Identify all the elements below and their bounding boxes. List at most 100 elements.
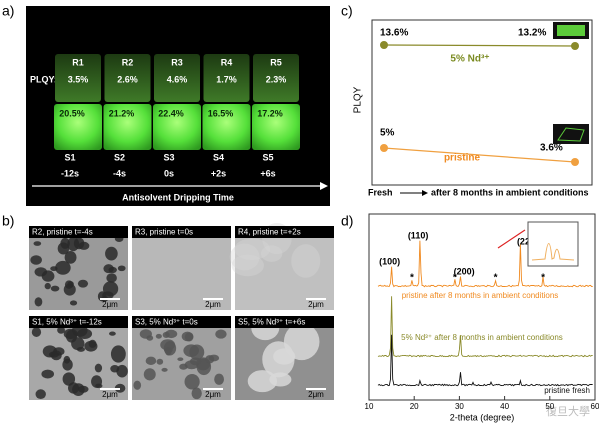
- sem-grain: [102, 291, 114, 300]
- row-id: R1: [72, 57, 84, 67]
- inset-photo-film: [557, 25, 585, 36]
- sem-grain: [215, 329, 227, 339]
- sem-grain: [231, 254, 264, 277]
- sem-grain: [103, 264, 114, 274]
- sem-image: [235, 226, 334, 310]
- sem-caption: R4, pristine t=+2s: [238, 228, 301, 237]
- x-tick-label: 40: [500, 402, 509, 411]
- caption-bar: [235, 316, 334, 328]
- sample-plqy: 21.2%: [109, 108, 135, 118]
- trace-label: pristine after 8 months in ambient condi…: [402, 291, 559, 300]
- time-label: +6s: [260, 168, 275, 178]
- scale-label: 2μm: [102, 300, 118, 309]
- sem-caption: R3, pristine t=0s: [135, 228, 193, 237]
- sem-grain: [53, 347, 65, 356]
- bright-tile: [153, 104, 201, 150]
- sem-grain: [155, 333, 162, 339]
- dim-tile: [104, 54, 151, 102]
- sem-grain: [205, 355, 215, 364]
- x-tick-label: 50: [545, 402, 554, 411]
- caption-bar: [132, 316, 231, 328]
- sample-id: S4: [213, 152, 224, 162]
- xrd-trace: [377, 296, 593, 358]
- sem-grain: [177, 357, 184, 361]
- dim-tile: [154, 54, 200, 102]
- sem-grain: [110, 345, 126, 363]
- time-label: -12s: [61, 168, 79, 178]
- sem-grain: [63, 328, 78, 339]
- sem-grain: [179, 363, 188, 370]
- sem-grain: [34, 297, 43, 307]
- peak-label: (100): [379, 256, 400, 266]
- x-end: after 8 months in ambient conditions: [431, 187, 589, 197]
- x-tick-label: 20: [410, 402, 419, 411]
- sem-grain: [77, 279, 89, 288]
- time-label: +2s: [211, 168, 226, 178]
- arrow-head: [422, 190, 428, 196]
- panel-label: d): [341, 213, 353, 229]
- sem-grain: [71, 337, 85, 351]
- panel-label: c): [341, 3, 353, 19]
- sample-plqy: 20.5%: [59, 108, 85, 118]
- sample-id: S2: [114, 152, 125, 162]
- sample-id: S1: [64, 152, 75, 162]
- xrd-trace: [377, 240, 593, 288]
- plqy-label: PLQY:: [30, 74, 57, 84]
- sem-image: [132, 226, 231, 310]
- watermark: 復旦大學: [546, 404, 590, 418]
- row-id: R4: [221, 57, 233, 67]
- x-start: Fresh: [368, 187, 393, 197]
- time-label: 0s: [164, 168, 174, 178]
- scale-label: 2μm: [205, 390, 221, 399]
- x-tick-label: 60: [591, 402, 599, 411]
- dim-tile: [55, 54, 101, 102]
- sem-grain: [77, 385, 89, 393]
- sem-grain: [60, 237, 70, 249]
- sem-caption: R2, pristine t=-4s: [32, 228, 93, 237]
- sem-grain: [229, 243, 260, 271]
- scale-label: 2μm: [308, 390, 324, 399]
- impurity-mark: *: [453, 273, 457, 284]
- row-id: R3: [171, 57, 183, 67]
- sem-grain: [64, 250, 77, 264]
- sem-grain: [55, 260, 71, 275]
- row-plqy: 2.3%: [266, 74, 287, 84]
- sem-grain: [234, 238, 271, 260]
- caption-bar: [132, 226, 231, 238]
- sem-grain: [30, 255, 42, 265]
- sem-grain: [95, 383, 103, 389]
- dim-tile: [203, 54, 250, 102]
- sem-grain: [116, 364, 128, 378]
- inset-photo-film: [557, 127, 585, 142]
- sem-grain: [114, 383, 126, 393]
- sample-plqy: 17.2%: [257, 108, 283, 118]
- sem-grain: [106, 273, 117, 283]
- xrd-trace: [377, 334, 593, 387]
- plot-frame: [371, 19, 593, 186]
- sem-grain: [77, 328, 93, 339]
- inset-photo: [553, 124, 589, 144]
- caption-bar: [235, 226, 334, 238]
- time-axis-label: Antisolvent Dripping Time: [122, 192, 234, 202]
- sem-grain: [283, 323, 320, 361]
- pristine-aged: 3.6%: [540, 143, 563, 154]
- caption-bar: [29, 316, 128, 328]
- sem-grain: [291, 244, 321, 278]
- sem-grain: [63, 355, 71, 364]
- pristine-point: [571, 158, 579, 166]
- sem-grain: [41, 270, 55, 282]
- impurity-mark: *: [541, 273, 545, 284]
- sem-grain: [50, 285, 60, 292]
- sem-grain: [133, 380, 142, 390]
- impurity-mark: *: [494, 273, 498, 284]
- scale-label: 2μm: [308, 300, 324, 309]
- pristine-name: pristine: [444, 153, 481, 164]
- pristine-point: [380, 144, 388, 152]
- doped-line: [383, 44, 576, 47]
- sem-grain: [269, 372, 292, 387]
- scale-label: 2μm: [205, 300, 221, 309]
- sem-grain: [189, 344, 205, 361]
- inset-pointer: [497, 229, 526, 249]
- sem-grain: [67, 237, 80, 252]
